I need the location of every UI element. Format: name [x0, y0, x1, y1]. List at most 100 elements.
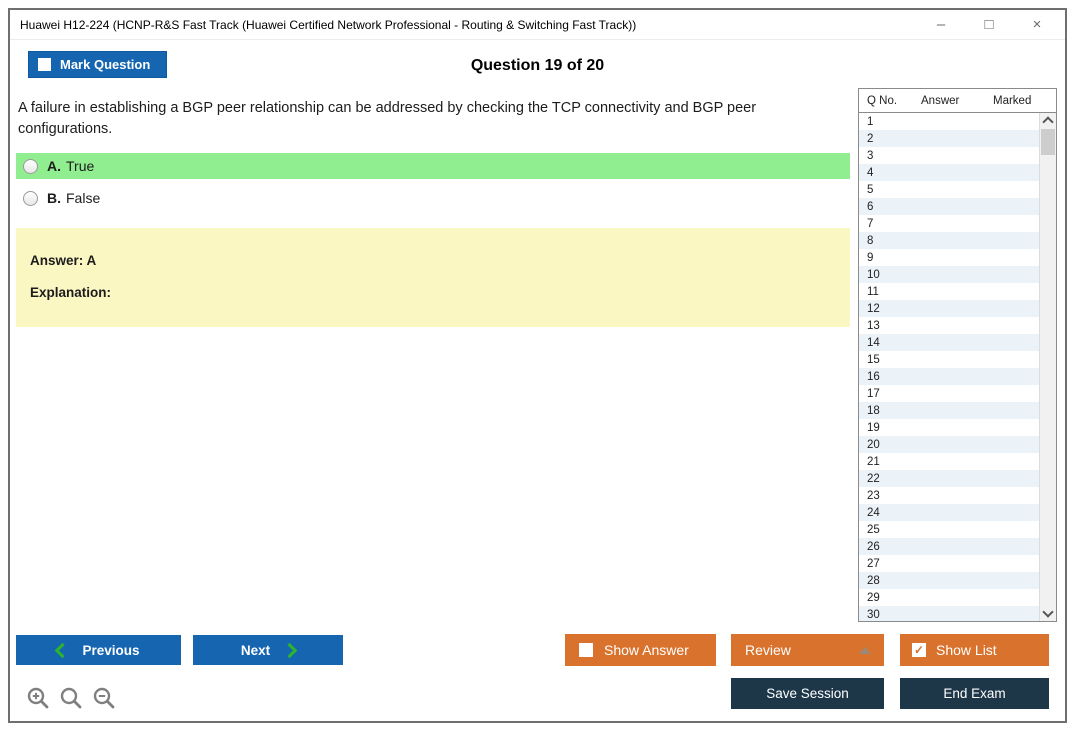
- radio-icon[interactable]: [23, 158, 38, 174]
- scroll-down-icon[interactable]: [1040, 606, 1056, 621]
- option-a[interactable]: A. True: [16, 153, 850, 179]
- row-qno: 23: [867, 489, 880, 502]
- explanation-label: Explanation:: [30, 285, 112, 300]
- question-list-row[interactable]: 12: [859, 300, 1039, 317]
- scroll-up-icon[interactable]: [1040, 113, 1056, 128]
- minimize-icon[interactable]: –: [936, 16, 946, 33]
- show-list-label: Show List: [936, 642, 997, 658]
- question-list-row[interactable]: 15: [859, 351, 1039, 368]
- question-list-row[interactable]: 20: [859, 436, 1039, 453]
- exam-window: Huawei H12-224 (HCNP-R&S Fast Track (Hua…: [8, 8, 1067, 723]
- question-text: A failure in establishing a BGP peer rel…: [18, 100, 757, 138]
- question-list-row[interactable]: 4: [859, 164, 1039, 181]
- mark-question-checkbox[interactable]: [38, 58, 51, 71]
- option-b[interactable]: B. False: [16, 185, 850, 211]
- next-label: Next: [240, 642, 271, 658]
- question-list-row[interactable]: 1: [859, 113, 1039, 130]
- header-qno: Q No.: [867, 94, 898, 107]
- maximize-icon[interactable]: □: [984, 16, 994, 33]
- row-qno: 5: [867, 183, 874, 196]
- row-qno: 7: [867, 217, 874, 230]
- row-qno: 4: [867, 166, 874, 179]
- row-qno: 17: [867, 387, 880, 400]
- row-qno: 30: [867, 608, 880, 621]
- end-exam-button[interactable]: End Exam: [900, 678, 1049, 709]
- row-qno: 25: [867, 523, 880, 536]
- question-list-row[interactable]: 9: [859, 249, 1039, 266]
- window-title: Huawei H12-224 (HCNP-R&S Fast Track (Hua…: [20, 18, 637, 32]
- row-qno: 1: [867, 115, 874, 128]
- question-list-row[interactable]: 23: [859, 487, 1039, 504]
- show-answer-label: Show Answer: [604, 642, 689, 658]
- row-qno: 11: [867, 285, 879, 298]
- mark-question-button[interactable]: Mark Question: [28, 51, 167, 78]
- question-list-row[interactable]: 30: [859, 606, 1039, 621]
- question-list-row[interactable]: 10: [859, 266, 1039, 283]
- question-list-row[interactable]: 16: [859, 368, 1039, 385]
- zoom-reset-icon[interactable]: [59, 686, 83, 710]
- question-list-row[interactable]: 28: [859, 572, 1039, 589]
- row-qno: 27: [867, 557, 880, 570]
- question-list-row[interactable]: 3: [859, 147, 1039, 164]
- question-list-row[interactable]: 11: [859, 283, 1039, 300]
- save-session-button[interactable]: Save Session: [731, 678, 884, 709]
- show-list-checkbox[interactable]: ✓: [912, 643, 926, 657]
- row-qno: 3: [867, 149, 874, 162]
- show-answer-checkbox[interactable]: [579, 643, 593, 657]
- chevron-right-icon: [281, 642, 298, 658]
- row-qno: 15: [867, 353, 880, 366]
- row-qno: 2: [867, 132, 874, 145]
- review-label: Review: [745, 642, 791, 658]
- question-list-row[interactable]: 22: [859, 470, 1039, 487]
- question-list-row[interactable]: 19: [859, 419, 1039, 436]
- scrollbar-thumb[interactable]: [1041, 129, 1055, 155]
- row-qno: 29: [867, 591, 880, 604]
- scrollbar[interactable]: [1039, 113, 1056, 621]
- question-counter: Question 19 of 20: [470, 57, 605, 74]
- close-icon[interactable]: ×: [1032, 16, 1042, 33]
- row-qno: 19: [867, 421, 880, 434]
- question-list-row[interactable]: 25: [859, 521, 1039, 538]
- row-qno: 28: [867, 574, 880, 587]
- zoom-in-icon[interactable]: [26, 686, 50, 710]
- question-list-panel: Q No. Answer Marked 1 2 3 4 5: [858, 88, 1057, 622]
- end-exam-label: End Exam: [943, 686, 1006, 701]
- question-list-row[interactable]: 2: [859, 130, 1039, 147]
- row-qno: 12: [867, 302, 880, 315]
- row-qno: 13: [867, 319, 880, 332]
- question-list-row[interactable]: 26: [859, 538, 1039, 555]
- answer-label: Answer: A: [30, 253, 97, 268]
- row-qno: 6: [867, 200, 874, 213]
- question-list-row[interactable]: 17: [859, 385, 1039, 402]
- question-list-header: Q No. Answer Marked: [859, 89, 1056, 113]
- row-qno: 20: [867, 438, 880, 451]
- row-qno: 26: [867, 540, 880, 553]
- question-list-row[interactable]: 27: [859, 555, 1039, 572]
- next-button[interactable]: Next: [193, 635, 343, 665]
- show-list-button[interactable]: ✓ Show List: [900, 634, 1049, 666]
- question-list-row[interactable]: 6: [859, 198, 1039, 215]
- chevron-left-icon: [55, 642, 71, 658]
- question-list-row[interactable]: 14: [859, 334, 1039, 351]
- question-list-row[interactable]: 8: [859, 232, 1039, 249]
- option-letter: A.: [47, 158, 61, 174]
- question-list-row[interactable]: 24: [859, 504, 1039, 521]
- question-list-row[interactable]: 18: [859, 402, 1039, 419]
- question-list-row[interactable]: 7: [859, 215, 1039, 232]
- row-qno: 10: [867, 268, 880, 281]
- previous-button[interactable]: Previous: [16, 635, 181, 665]
- header-marked: Marked: [993, 94, 1032, 107]
- question-list-row[interactable]: 29: [859, 589, 1039, 606]
- question-list-row[interactable]: 21: [859, 453, 1039, 470]
- show-answer-button[interactable]: Show Answer: [565, 634, 716, 666]
- question-list-row[interactable]: 13: [859, 317, 1039, 334]
- review-button[interactable]: Review: [731, 634, 884, 666]
- row-qno: 22: [867, 472, 880, 485]
- row-qno: 16: [867, 370, 880, 383]
- title-bar: Huawei H12-224 (HCNP-R&S Fast Track (Hua…: [10, 10, 1065, 40]
- radio-icon[interactable]: [23, 190, 38, 206]
- question-list: 1 2 3 4 5 6: [859, 113, 1039, 621]
- zoom-out-icon[interactable]: [92, 686, 116, 710]
- option-text: False: [66, 190, 101, 206]
- question-list-row[interactable]: 5: [859, 181, 1039, 198]
